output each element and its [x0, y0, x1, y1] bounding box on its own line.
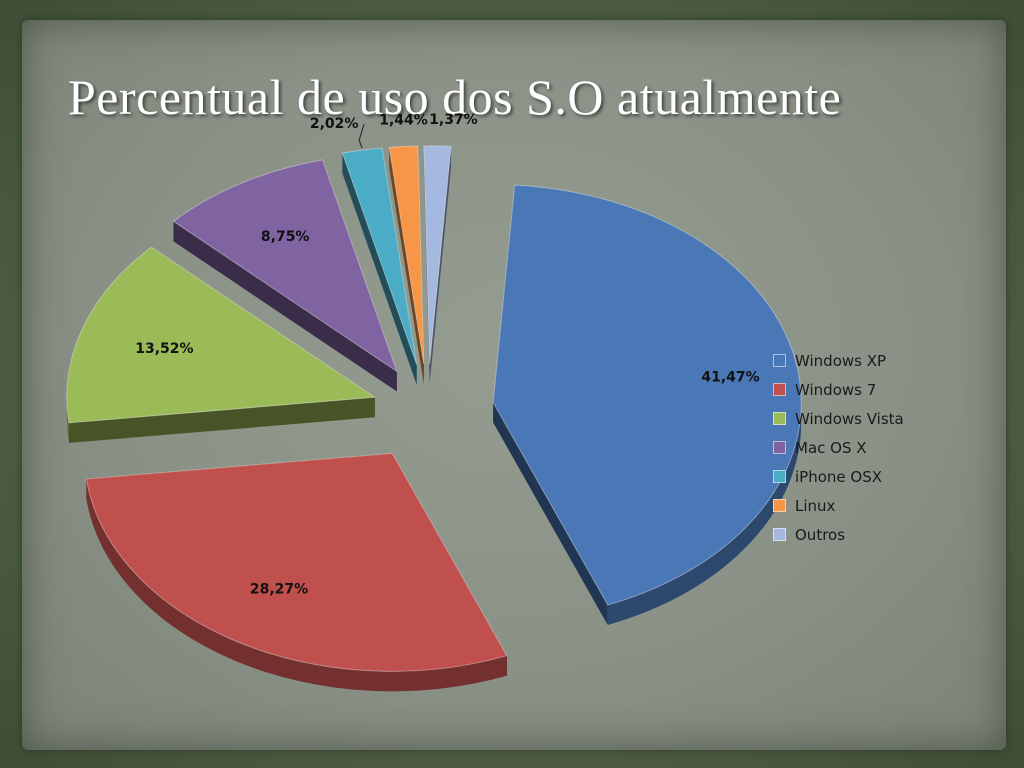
slice-outer-wall — [607, 402, 802, 625]
legend-label: Linux — [795, 496, 836, 515]
legend-item: Windows 7 — [773, 375, 904, 404]
pie-slice-mac-os-x — [172, 159, 398, 392]
pie-slice-windows-vista — [66, 246, 377, 443]
slice-top-face — [66, 246, 377, 424]
legend-label: Windows 7 — [795, 380, 877, 399]
legend-label: Windows XP — [795, 351, 887, 370]
slice-top-face — [341, 147, 418, 365]
legend-item: Mac OS X — [773, 433, 904, 462]
slice-top-face — [172, 159, 398, 373]
legend-swatch — [773, 528, 786, 541]
legend-swatch — [773, 412, 786, 425]
legend-label: Outros — [795, 525, 846, 544]
pie-slice-outros — [423, 145, 452, 384]
legend-item: Windows Vista — [773, 404, 904, 433]
slice-top-face — [423, 145, 452, 364]
slice-side-wall — [429, 146, 452, 384]
slide-title: Percentual de uso dos S.O atualmente — [68, 69, 842, 125]
slice-outer-wall — [66, 397, 69, 443]
pie-slice-linux — [388, 145, 425, 385]
slice-top-face — [85, 452, 508, 672]
legend-swatch — [773, 441, 786, 454]
data-label: 8,75% — [261, 229, 310, 245]
pie-slice-windows-xp — [492, 184, 802, 625]
slice-side-wall — [173, 221, 397, 392]
data-label: 28,27% — [250, 581, 308, 597]
legend-swatch — [773, 383, 786, 396]
slice-side-wall — [493, 402, 608, 625]
data-label: 41,47% — [701, 369, 759, 385]
slice-side-wall — [68, 397, 375, 443]
legend-item: iPhone OSX — [773, 462, 904, 491]
legend-item: Windows XP — [773, 346, 904, 375]
legend-swatch — [773, 354, 786, 367]
slice-top-face — [388, 145, 425, 365]
chart-legend: Windows XP Windows 7 Windows Vista Mac OS X… — [773, 346, 904, 549]
data-label: 1,44% — [379, 112, 428, 128]
pie-slice-windows-7 — [85, 452, 508, 692]
legend-label: Mac OS X — [795, 438, 867, 457]
slice-side-wall — [342, 153, 417, 385]
data-label: 2,02% — [310, 116, 359, 132]
slice-top-face — [492, 184, 802, 606]
slice-outer-wall — [86, 478, 507, 692]
legend-swatch — [773, 499, 786, 512]
legend-label: iPhone OSX — [795, 467, 883, 486]
slice-side-wall — [423, 145, 430, 384]
pie-slice-iphone-osx — [341, 147, 418, 385]
leader-line — [358, 123, 365, 149]
data-label: 1,37% — [429, 112, 478, 128]
data-label: 13,52% — [135, 341, 193, 357]
legend-item: Linux — [773, 491, 904, 520]
legend-item: Outros — [773, 520, 904, 549]
slice-side-wall — [389, 147, 424, 385]
legend-label: Windows Vista — [795, 409, 904, 428]
legend-swatch — [773, 470, 786, 483]
